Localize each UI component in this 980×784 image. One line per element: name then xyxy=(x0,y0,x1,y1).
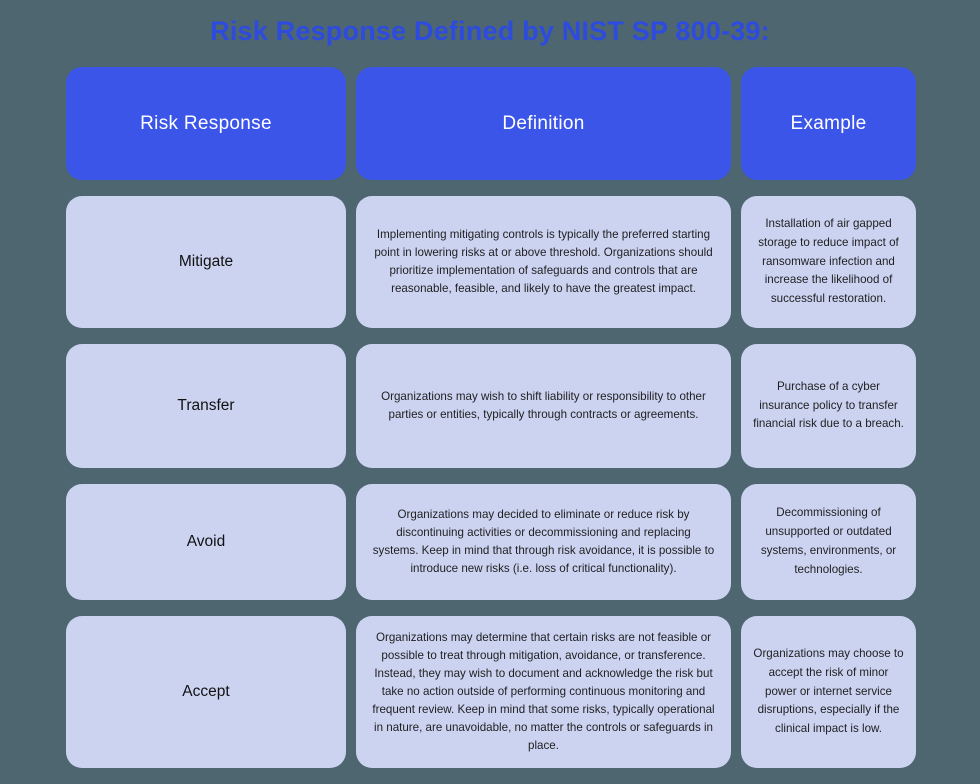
example-text: Installation of air gapped storage to re… xyxy=(758,217,899,306)
example-text: Purchase of a cyber insurance policy to … xyxy=(753,379,904,431)
header-cell-definition: Definition xyxy=(356,67,731,180)
definition-text: Organizations may decided to eliminate o… xyxy=(372,508,715,575)
row-accept-label-cell: Accept xyxy=(66,616,346,768)
header-cell-example: Example xyxy=(741,67,916,180)
row-accept-definition-cell: Organizations may determine that certain… xyxy=(356,616,731,768)
header-cell-risk-response: Risk Response xyxy=(66,67,346,180)
row-accept-example-cell: Organizations may choose to accept the r… xyxy=(741,616,916,768)
definition-text: Organizations may determine that certain… xyxy=(372,631,715,752)
page-title: Risk Response Defined by NIST SP 800-39: xyxy=(210,16,770,46)
row-transfer-label-cell: Transfer xyxy=(66,344,346,468)
row-label: Accept xyxy=(182,683,230,700)
row-avoid-definition-cell: Organizations may decided to eliminate o… xyxy=(356,484,731,600)
header-label-definition: Definition xyxy=(502,112,585,134)
header-label-risk-response: Risk Response xyxy=(140,112,272,134)
row-mitigate-definition-cell: Implementing mitigating controls is typi… xyxy=(356,196,731,328)
row-label: Avoid xyxy=(186,533,226,550)
header-label-example: Example xyxy=(790,112,867,134)
example-text: Decommissioning of unsupported or outdat… xyxy=(760,506,897,576)
definition-text: Implementing mitigating controls is typi… xyxy=(374,228,713,295)
row-transfer-definition-cell: Organizations may wish to shift liabilit… xyxy=(356,344,731,468)
row-label: Transfer xyxy=(177,397,235,414)
row-mitigate-example-cell: Installation of air gapped storage to re… xyxy=(741,196,916,328)
risk-response-table: Risk Response Definition Example Mitigat… xyxy=(66,67,916,768)
example-text: Organizations may choose to accept the r… xyxy=(753,647,904,736)
row-mitigate-label-cell: Mitigate xyxy=(66,196,346,328)
row-avoid-example-cell: Decommissioning of unsupported or outdat… xyxy=(741,484,916,600)
definition-text: Organizations may wish to shift liabilit… xyxy=(381,390,706,421)
row-transfer-example-cell: Purchase of a cyber insurance policy to … xyxy=(741,344,916,468)
row-avoid-label-cell: Avoid xyxy=(66,484,346,600)
row-label: Mitigate xyxy=(178,253,234,270)
